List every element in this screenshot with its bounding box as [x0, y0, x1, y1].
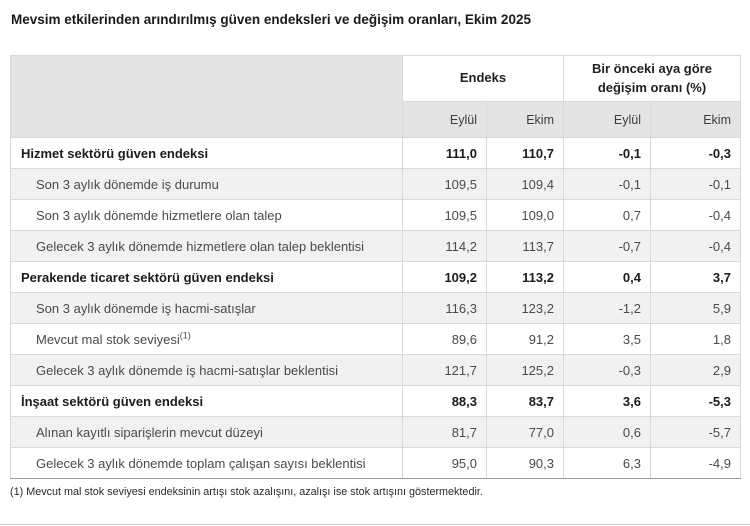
confidence-index-table: Endeks Bir önceki aya göre değişim oranı…	[10, 55, 741, 479]
row-label: Mevcut mal stok seviyesi(1)	[10, 323, 403, 355]
cell-endeks-ekim: 109,0	[486, 199, 564, 231]
cell-change-eylul: 0,4	[563, 261, 651, 293]
row-label: Gelecek 3 aylık dönemde hizmetlere olan …	[10, 230, 403, 262]
cell-endeks-ekim: 113,2	[486, 261, 564, 293]
cell-change-eylul: 3,5	[563, 323, 651, 355]
group-header-change-rate: Bir önceki aya göre değişim oranı (%)	[563, 55, 741, 102]
cell-change-ekim: -4,9	[650, 447, 741, 479]
cell-change-ekim: 5,9	[650, 292, 741, 324]
cell-endeks-eylul: 121,7	[402, 354, 487, 386]
section-row: Hizmet sektörü güven endeksi 111,0 110,7 -0…	[10, 137, 741, 169]
cell-endeks-ekim: 91,2	[486, 323, 564, 355]
row-label: Son 3 aylık dönemde iş hacmi-satışlar	[10, 292, 403, 324]
footnote-marker: (1)	[179, 330, 191, 341]
row-label: Son 3 aylık dönemde iş durumu	[10, 168, 403, 200]
cell-endeks-ekim: 83,7	[486, 385, 564, 417]
cell-endeks-eylul: 89,6	[402, 323, 487, 355]
section-row: İnşaat sektörü güven endeksi 88,3 83,7 3,6-…	[10, 385, 741, 417]
cell-change-eylul: -0,3	[563, 354, 651, 386]
subheader-change-ekim: Ekim	[650, 101, 741, 138]
cell-change-ekim: 1,8	[650, 323, 741, 355]
cell-change-ekim: -0,4	[650, 199, 741, 231]
cell-change-ekim: -5,7	[650, 416, 741, 448]
footnote: (1) Mevcut mal stok seviyesi endeksinin …	[10, 486, 483, 498]
cell-endeks-ekim: 113,7	[486, 230, 564, 262]
table-row: Gelecek 3 aylık dönemde toplam çalışan s…	[10, 447, 741, 479]
group-header-endeks: Endeks	[402, 55, 564, 102]
row-label: Alınan kayıtlı siparişlerin mevcut düzey…	[10, 416, 403, 448]
cell-endeks-ekim: 110,7	[486, 137, 564, 169]
cell-change-ekim: 3,7	[650, 261, 741, 293]
table-row: Son 3 aylık dönemde iş durumu 109,5 109,4-…	[10, 168, 741, 200]
cell-endeks-ekim: 125,2	[486, 354, 564, 386]
row-label: Hizmet sektörü güven endeksi	[10, 137, 403, 169]
cell-change-eylul: 0,7	[563, 199, 651, 231]
cell-endeks-eylul: 109,5	[402, 199, 487, 231]
cell-change-ekim: -5,3	[650, 385, 741, 417]
cell-change-ekim: -0,3	[650, 137, 741, 169]
cell-endeks-ekim: 90,3	[486, 447, 564, 479]
cell-endeks-eylul: 95,0	[402, 447, 487, 479]
subheader-change-eylul: Eylül	[563, 101, 651, 138]
cell-endeks-eylul: 111,0	[402, 137, 487, 169]
page-title: Mevsim etkilerinden arındırılmış güven e…	[11, 12, 531, 27]
subheader-endeks-eylul: Eylül	[402, 101, 487, 138]
corner-header-cell	[10, 55, 403, 138]
row-label: Son 3 aylık dönemde hizmetlere olan tale…	[10, 199, 403, 231]
bottom-divider	[0, 524, 750, 525]
row-label: İnşaat sektörü güven endeksi	[10, 385, 403, 417]
row-label: Perakende ticaret sektörü güven endeksi	[10, 261, 403, 293]
cell-change-ekim: -0,4	[650, 230, 741, 262]
report-page: Mevsim etkilerinden arındırılmış güven e…	[0, 12, 750, 525]
table-row: Gelecek 3 aylık dönemde hizmetlere olan …	[10, 230, 741, 262]
cell-endeks-eylul: 116,3	[402, 292, 487, 324]
row-label: Gelecek 3 aylık dönemde toplam çalışan s…	[10, 447, 403, 479]
cell-endeks-eylul: 88,3	[402, 385, 487, 417]
cell-endeks-ekim: 109,4	[486, 168, 564, 200]
cell-change-ekim: -0,1	[650, 168, 741, 200]
cell-endeks-eylul: 114,2	[402, 230, 487, 262]
cell-change-eylul: 0,6	[563, 416, 651, 448]
cell-endeks-ekim: 123,2	[486, 292, 564, 324]
cell-change-eylul: -0,1	[563, 168, 651, 200]
section-row: Perakende ticaret sektörü güven endeksi 1…	[10, 261, 741, 293]
cell-change-ekim: 2,9	[650, 354, 741, 386]
table-row: Alınan kayıtlı siparişlerin mevcut düzey…	[10, 416, 741, 448]
cell-endeks-eylul: 81,7	[402, 416, 487, 448]
table-row: Son 3 aylık dönemde iş hacmi-satışlar 116…	[10, 292, 741, 324]
cell-change-eylul: 3,6	[563, 385, 651, 417]
table-row: Son 3 aylık dönemde hizmetlere olan tale…	[10, 199, 741, 231]
group-header-row: Endeks Bir önceki aya göre değişim oranı…	[10, 55, 741, 138]
subheader-endeks-ekim: Ekim	[486, 101, 564, 138]
table-row: Mevcut mal stok seviyesi(1) 89,6 91,2 3,5 1,…	[10, 323, 741, 355]
cell-endeks-ekim: 77,0	[486, 416, 564, 448]
cell-endeks-eylul: 109,2	[402, 261, 487, 293]
subheader-row: Eylül Ekim Eylül Ekim	[11, 101, 741, 138]
cell-change-eylul: -1,2	[563, 292, 651, 324]
table-row: Gelecek 3 aylık dönemde iş hacmi-satışla…	[10, 354, 741, 386]
cell-endeks-eylul: 109,5	[402, 168, 487, 200]
row-label: Gelecek 3 aylık dönemde iş hacmi-satışla…	[10, 354, 403, 386]
cell-change-eylul: 6,3	[563, 447, 651, 479]
cell-change-eylul: -0,7	[563, 230, 651, 262]
cell-change-eylul: -0,1	[563, 137, 651, 169]
